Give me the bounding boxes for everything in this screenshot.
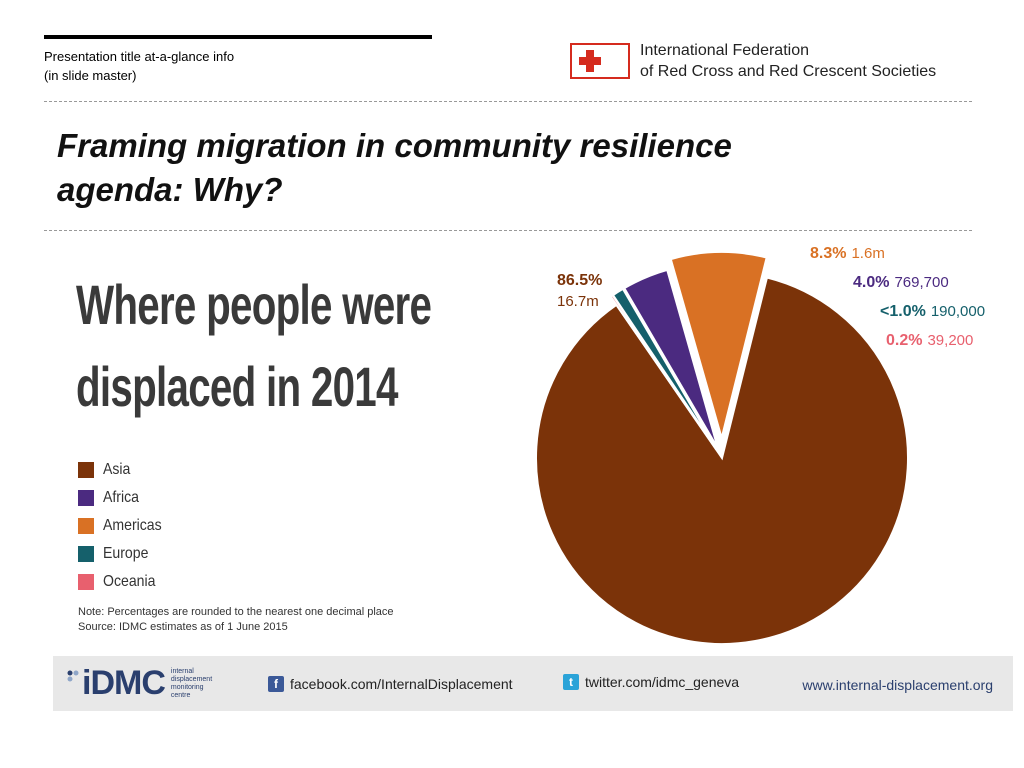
- data-label-pct-asia: 86.5%: [557, 272, 602, 289]
- headline-line1: Where people were: [76, 273, 432, 336]
- presentation-title: Presentation title at-a-glance info (in …: [44, 47, 234, 85]
- red-cross-icon: [579, 50, 601, 72]
- chart-legend: Asia Africa Americas Europe Oceania: [78, 456, 170, 596]
- idmc-dots-icon: [67, 670, 79, 682]
- slide-title-line1: Framing migration in community resilienc…: [57, 127, 732, 164]
- legend-item-americas: Americas: [78, 512, 170, 540]
- legend-label-africa: Africa: [103, 489, 139, 506]
- idmc-sub-2: displacement: [170, 675, 213, 683]
- presentation-title-line2: (in slide master): [44, 68, 137, 83]
- legend-label-europe: Europe: [103, 545, 149, 562]
- legend-swatch-europe: [78, 546, 94, 562]
- legend-swatch-africa: [78, 490, 94, 506]
- data-label-africa: 4.0% 769,700: [853, 274, 949, 291]
- pie-slice-europe: [611, 287, 718, 451]
- idmc-sub-4: centre: [170, 691, 191, 699]
- data-label-pct-oceania: 0.2%: [886, 332, 922, 349]
- presentation-title-line1: Presentation title at-a-glance info: [44, 49, 235, 64]
- data-label-pct-africa: 4.0%: [853, 274, 889, 291]
- note-line2: Source: IDMC estimates as of 1 June 2015: [78, 621, 288, 633]
- legend-swatch-asia: [78, 462, 94, 478]
- facebook-link[interactable]: f facebook.com/InternalDisplacement: [268, 676, 513, 692]
- legend-swatch-oceania: [78, 574, 94, 590]
- slide-title: Framing migration in community resilienc…: [57, 124, 857, 212]
- header-rule: [44, 35, 432, 39]
- ifrc-name-line1: International Federation: [640, 42, 809, 59]
- idmc-wordmark: iDMC: [82, 664, 166, 702]
- chart-note: Note: Percentages are rounded to the nea…: [78, 605, 394, 635]
- data-label-oceania: 0.2% 39,200: [886, 332, 973, 349]
- data-label-europe: <1.0% 190,000: [880, 303, 985, 320]
- data-label-pct-europe: <1.0%: [880, 303, 926, 320]
- twitter-icon: t: [563, 674, 579, 690]
- legend-item-asia: Asia: [78, 456, 170, 484]
- legend-label-oceania: Oceania: [103, 573, 156, 590]
- slide-title-line2: agenda: Why?: [57, 171, 283, 208]
- data-label-count-africa: 769,700: [894, 274, 948, 291]
- twitter-link[interactable]: t twitter.com/idmc_geneva: [563, 674, 739, 690]
- legend-swatch-americas: [78, 518, 94, 534]
- legend-label-asia: Asia: [103, 461, 131, 478]
- divider-top: [44, 101, 972, 102]
- idmc-sub-3: monitoring: [170, 683, 204, 691]
- legend-item-africa: Africa: [78, 484, 170, 512]
- ifrc-emblem: [570, 43, 630, 79]
- pie-slice-africa: [622, 268, 720, 450]
- ifrc-logo: International Federation of Red Cross an…: [570, 40, 936, 82]
- facebook-text: facebook.com/InternalDisplacement: [290, 676, 513, 692]
- data-label-pct-americas: 8.3%: [810, 245, 846, 262]
- pie-slice-asia: [535, 276, 909, 645]
- data-label-americas: 8.3% 1.6m: [810, 245, 885, 262]
- note-line1: Note: Percentages are rounded to the nea…: [78, 606, 394, 618]
- facebook-icon: f: [268, 676, 284, 692]
- ifrc-name-line2: of Red Cross and Red Crescent Societies: [640, 63, 937, 80]
- twitter-text: twitter.com/idmc_geneva: [585, 674, 740, 690]
- divider-bottom: [44, 230, 972, 231]
- data-label-count-europe: 190,000: [931, 303, 985, 320]
- legend-item-europe: Europe: [78, 540, 170, 568]
- legend-item-oceania: Oceania: [78, 568, 170, 596]
- ifrc-name: International Federation of Red Cross an…: [640, 40, 936, 82]
- data-label-count-americas: 1.6m: [851, 245, 884, 262]
- idmc-sub-1: internal: [170, 667, 194, 675]
- headline-line2: displaced in 2014: [76, 355, 398, 418]
- infographic-headline: Where people were displaced in 2014: [76, 264, 432, 428]
- website-link[interactable]: www.internal-displacement.org: [802, 677, 993, 693]
- idmc-subtitle: internal displacement monitoring centre: [171, 668, 231, 700]
- data-label-count-oceania: 39,200: [927, 332, 973, 349]
- pie-slice-americas: [669, 251, 768, 442]
- footer-bar: iDMC internal displacement monitoring ce…: [53, 656, 1013, 711]
- legend-label-americas: Americas: [103, 517, 162, 534]
- data-label-count-asia: 16.7m: [557, 293, 599, 310]
- idmc-logo: iDMC internal displacement monitoring ce…: [67, 664, 231, 703]
